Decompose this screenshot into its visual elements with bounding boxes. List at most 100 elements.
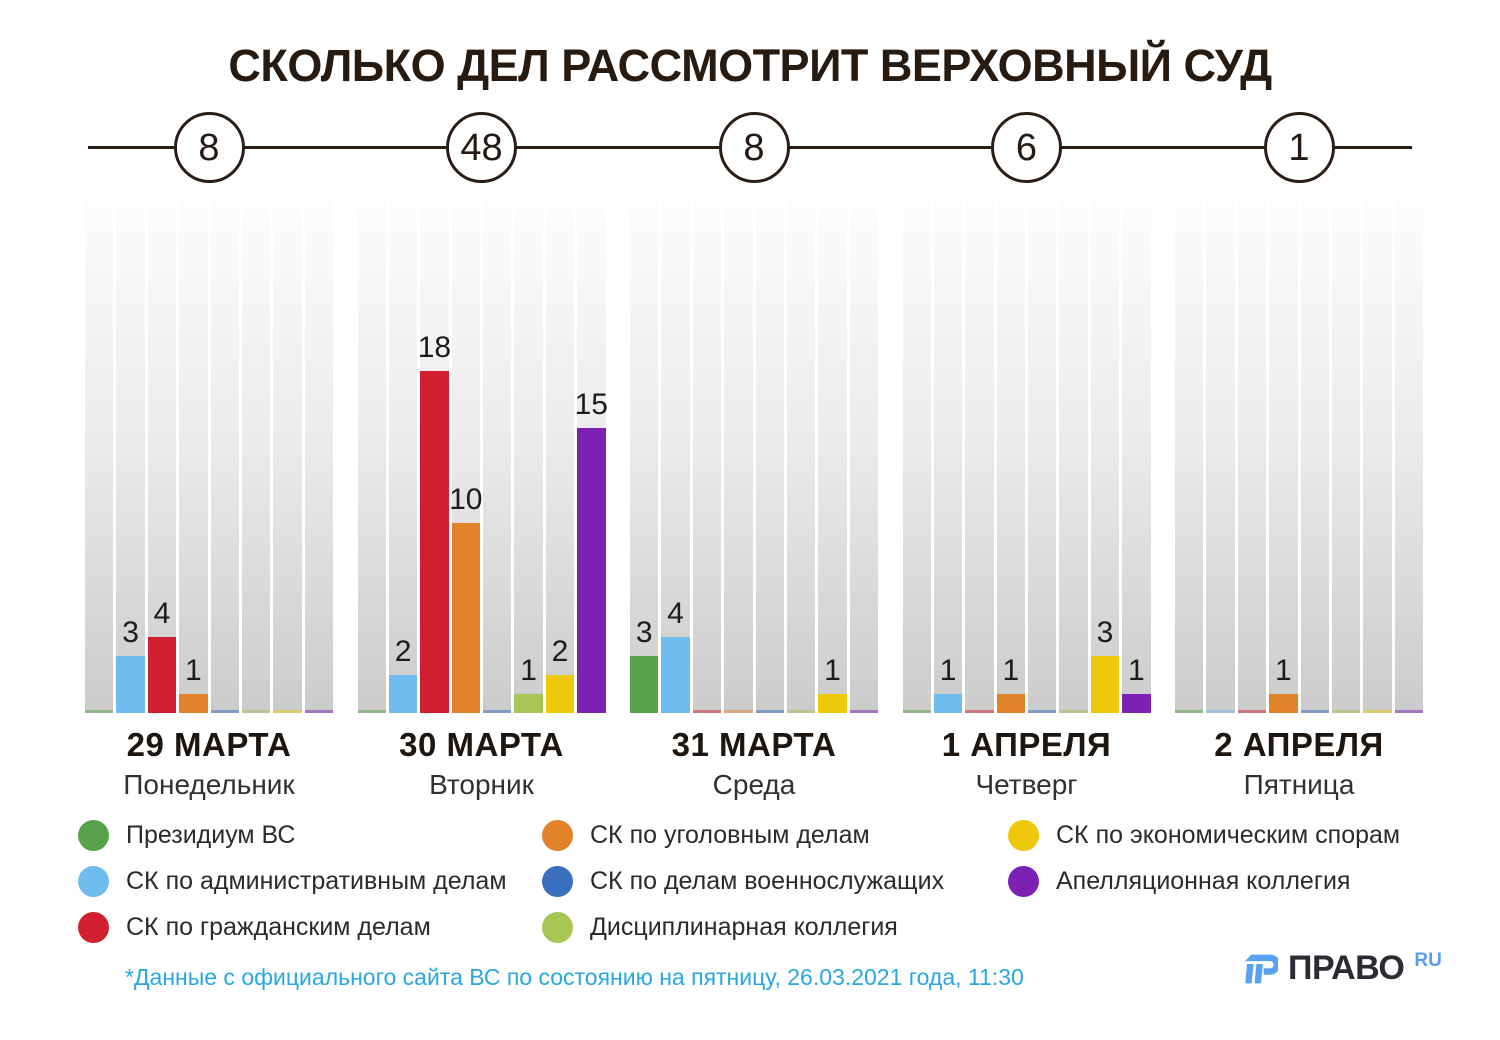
bar <box>388 675 418 713</box>
day-total-circle: 1 <box>1263 112 1335 183</box>
zero-baseline-sliver <box>1363 710 1392 713</box>
legend-item: СК по экономическим спорам <box>1008 812 1400 858</box>
bar-column <box>1300 200 1329 713</box>
legend-label: Президиум ВС <box>126 820 296 849</box>
bar-column <box>210 200 239 713</box>
legend-item: СК по уголовным делам <box>542 812 944 858</box>
bar-column <box>1237 200 1267 713</box>
timeline-slot: 48 <box>358 112 606 183</box>
day-group: 3 4 1 29 МАРТА Понедельник <box>85 200 333 801</box>
bar-column: 1 <box>1269 200 1298 713</box>
day-group: 3 4 1 31 МАРТА Среда <box>630 200 878 801</box>
bar-column <box>304 200 333 713</box>
bar-value-label: 4 <box>153 597 171 630</box>
zero-baseline-sliver <box>273 710 302 713</box>
bar-column <box>1206 200 1235 713</box>
bar-column: 1 <box>179 200 208 713</box>
bar-column <box>1028 200 1057 713</box>
bar-column <box>965 200 994 713</box>
bar-value-label: 1 <box>184 654 202 687</box>
day-group: 2 18 10 1 2 15 30 МАРТА Вторник <box>357 200 608 801</box>
bar <box>1090 656 1120 713</box>
zero-baseline-sliver <box>692 710 722 713</box>
bar-column: 1 <box>514 200 543 713</box>
legend-item: Апелляционная коллегия <box>1008 858 1400 904</box>
bar-value-label: 1 <box>824 654 841 687</box>
zero-baseline-sliver <box>1394 710 1423 713</box>
bar-column <box>357 200 386 713</box>
bar-columns: 1 <box>1175 200 1423 713</box>
bar-column: 1 <box>818 200 847 713</box>
legend-color-dot <box>78 911 109 943</box>
bar-column <box>849 200 878 713</box>
pravo-ru-logo: ПРАВО RU <box>1242 950 1442 993</box>
day-date-label: 30 МАРТА <box>399 726 564 763</box>
zero-baseline-sliver <box>304 710 333 713</box>
bar <box>514 694 543 713</box>
zero-baseline-sliver <box>210 710 239 713</box>
bar-column <box>241 200 271 713</box>
bar-value-label: 3 <box>1096 616 1114 649</box>
bar-column <box>273 200 302 713</box>
legend-column-2: СК по уголовным делам СК по делам военнос… <box>542 812 944 950</box>
timeline-slot: 8 <box>630 112 878 183</box>
bar <box>933 694 963 713</box>
zero-baseline-sliver <box>483 710 512 713</box>
bar <box>545 675 575 713</box>
legend-item: СК по гражданским делам <box>78 904 507 950</box>
bar <box>818 694 847 713</box>
zero-baseline-sliver <box>241 710 271 713</box>
legend-label: СК по административным делам <box>126 866 507 895</box>
bar <box>179 694 208 713</box>
timeline-slot: 8 <box>85 112 333 183</box>
day-date-label: 1 АПРЕЛЯ <box>941 726 1112 763</box>
zero-baseline-sliver <box>1206 710 1235 713</box>
zero-baseline-sliver <box>1237 710 1267 713</box>
legend-column-1: Президиум ВС СК по административным делам… <box>78 812 507 950</box>
legend-color-dot <box>1008 865 1039 897</box>
bar <box>116 656 145 713</box>
bar <box>420 371 449 713</box>
legend-label: Апелляционная коллегия <box>1056 866 1351 895</box>
day-group: 1 2 АПРЕЛЯ Пятница <box>1175 200 1423 801</box>
bar-column: 2 <box>545 200 575 713</box>
bar-value-label: 3 <box>122 616 139 649</box>
bar-column: 1 <box>996 200 1025 713</box>
bar-column <box>1059 200 1088 713</box>
day-weekday-label: Вторник <box>429 769 534 800</box>
bar-column: 15 <box>575 200 608 713</box>
legend-label: Дисциплинарная коллегия <box>590 912 898 941</box>
bar-column <box>1394 200 1423 713</box>
bar-value-label: 2 <box>551 635 569 668</box>
bar-value-label: 1 <box>1127 654 1145 687</box>
bar <box>147 637 177 713</box>
bar-column: 3 <box>630 200 659 713</box>
bar-column: 3 <box>1090 200 1120 713</box>
zero-baseline-sliver <box>1300 710 1329 713</box>
bar <box>661 637 690 713</box>
pravo-ru-logo-icon <box>1242 950 1281 993</box>
bar-column: 2 <box>388 200 418 713</box>
day-date-label: 29 МАРТА <box>126 726 292 763</box>
zero-baseline-sliver <box>357 710 386 713</box>
zero-baseline-sliver <box>1175 710 1204 713</box>
legend-color-dot <box>1008 819 1039 851</box>
bar-column: 1 <box>933 200 963 713</box>
zero-baseline-sliver <box>902 710 931 713</box>
bar-value-label: 4 <box>667 597 684 630</box>
bar-column <box>483 200 512 713</box>
zero-baseline-sliver <box>1331 710 1361 713</box>
zero-baseline-sliver <box>786 710 816 713</box>
day-total-circle: 8 <box>718 112 790 183</box>
legend-item: СК по административным делам <box>78 858 507 904</box>
legend-color-dot <box>542 819 573 851</box>
bar-column <box>786 200 816 713</box>
logo-suffix: RU <box>1414 950 1442 971</box>
bar-column <box>1175 200 1204 713</box>
bar-column <box>1363 200 1392 713</box>
bar-column: 18 <box>418 200 451 713</box>
bar <box>996 694 1025 713</box>
